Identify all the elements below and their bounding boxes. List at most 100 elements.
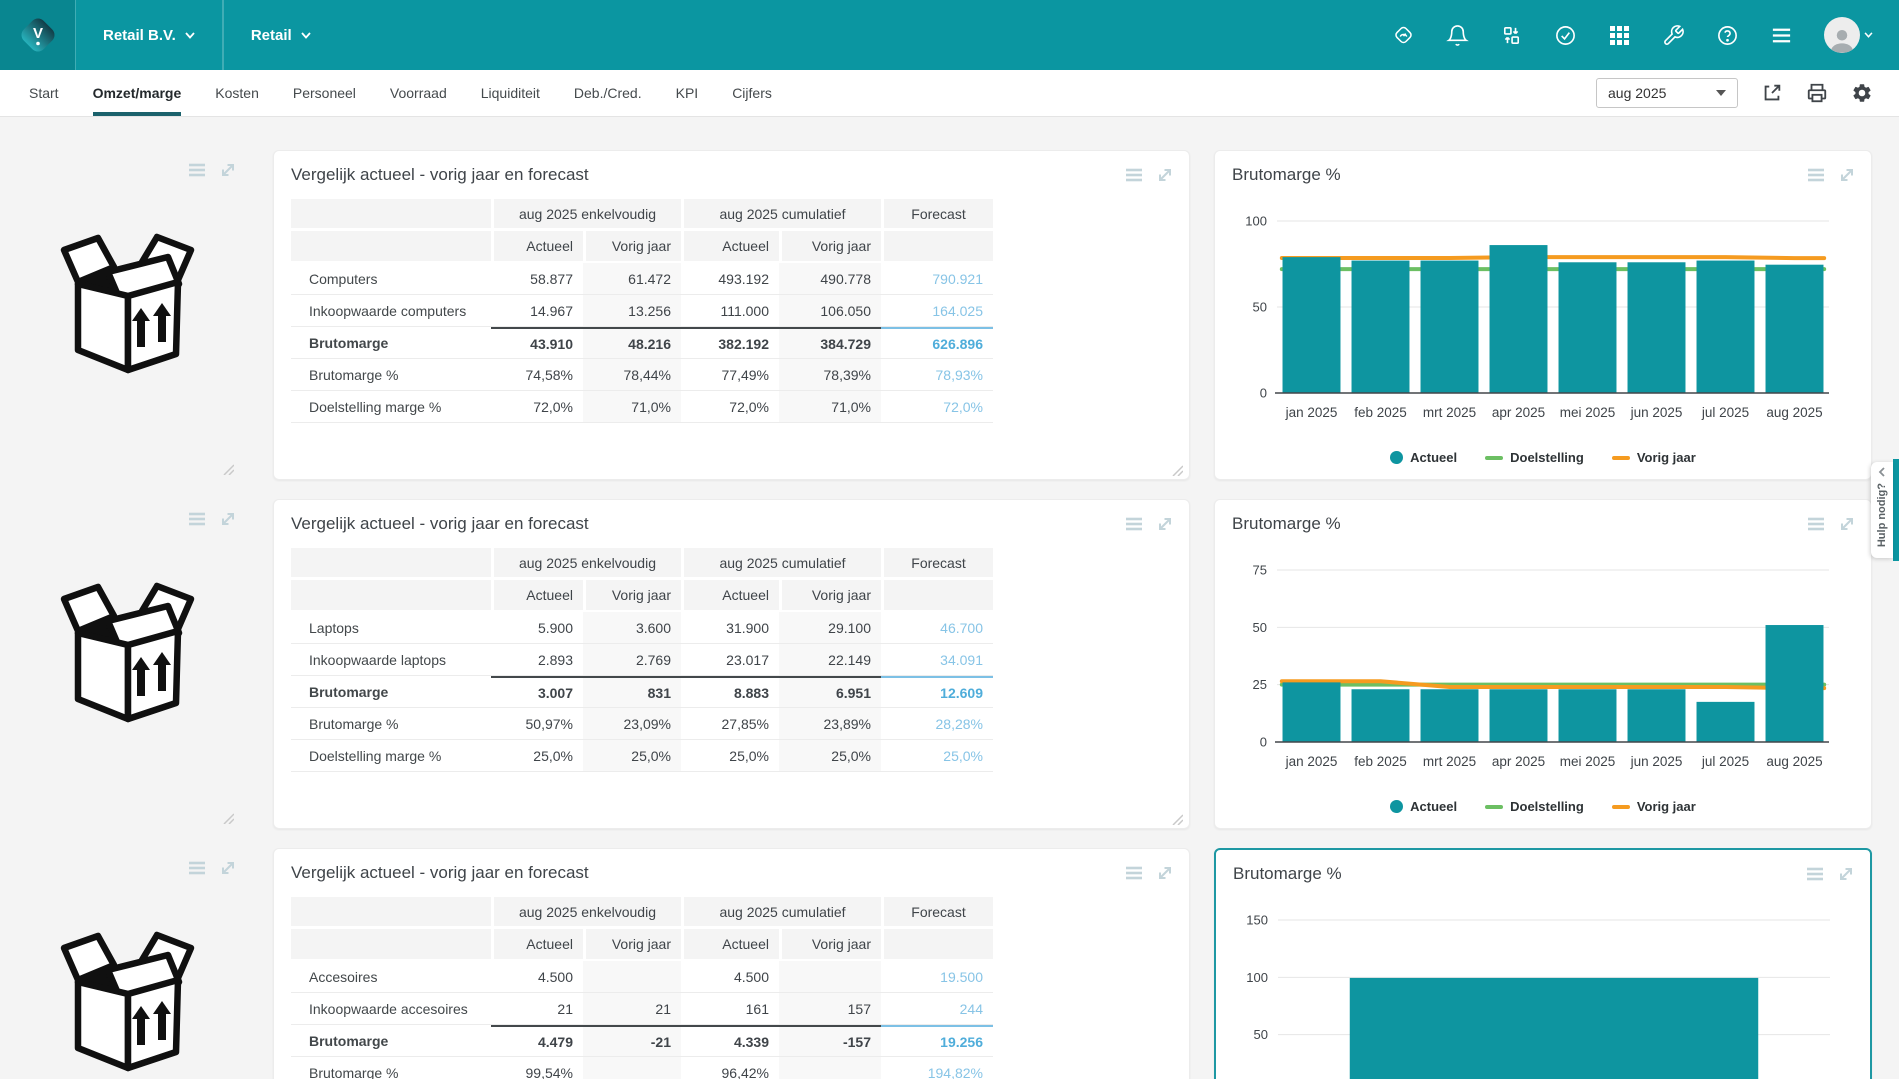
table-row-brutomarge: Brutomarge3.0078318.8836.95112.609 bbox=[291, 676, 993, 708]
resize-handle[interactable] bbox=[1172, 463, 1183, 474]
widget-expand-icon[interactable] bbox=[1836, 864, 1856, 884]
card-title: Brutomarge % bbox=[1233, 864, 1342, 884]
widget-expand-icon[interactable] bbox=[218, 858, 238, 878]
apps-grid-icon[interactable] bbox=[1608, 24, 1631, 47]
resize-handle[interactable] bbox=[223, 811, 234, 822]
widget-menu-icon[interactable] bbox=[1806, 165, 1826, 185]
sub-col: Vorig jaar bbox=[779, 231, 881, 263]
x-tick-label: jan 2025 bbox=[1285, 754, 1338, 769]
legend-item-actueel[interactable]: Actueel bbox=[1390, 450, 1457, 465]
x-tick-label: jun 2025 bbox=[1630, 405, 1683, 420]
cell-value: 25,0% bbox=[583, 740, 681, 772]
tab-personeel[interactable]: Personeel bbox=[293, 70, 356, 116]
tab-kpi[interactable]: KPI bbox=[676, 70, 699, 116]
widget-menu-icon[interactable] bbox=[187, 160, 207, 180]
period-dropdown[interactable]: aug 2025 bbox=[1596, 78, 1738, 108]
legend-item-doelstelling[interactable]: Doelstelling bbox=[1485, 450, 1584, 465]
widget-menu-icon[interactable] bbox=[1124, 165, 1144, 185]
gauge-badge-icon[interactable] bbox=[1392, 24, 1415, 47]
cell-forecast: 19.256 bbox=[881, 1025, 993, 1057]
bar-actueel bbox=[1490, 245, 1548, 393]
legend-label: Actueel bbox=[1410, 799, 1457, 814]
cell-forecast: 28,28% bbox=[881, 708, 993, 740]
bell-icon[interactable] bbox=[1446, 24, 1469, 47]
table-row-brutomarge: Brutomarge43.91048.216382.192384.729626.… bbox=[291, 327, 993, 359]
tab-omzet-marge[interactable]: Omzet/marge bbox=[93, 70, 182, 116]
table-group-header: aug 2025 enkelvoudigaug 2025 cumulatiefF… bbox=[291, 548, 993, 580]
widget-menu-icon[interactable] bbox=[1805, 864, 1825, 884]
help-circle-icon[interactable] bbox=[1716, 24, 1739, 47]
wrench-icon[interactable] bbox=[1662, 24, 1685, 47]
widget-expand-icon[interactable] bbox=[1837, 514, 1857, 534]
widget-menu-icon[interactable] bbox=[1124, 514, 1144, 534]
x-tick-label: apr 2025 bbox=[1492, 754, 1545, 769]
widget-expand-icon[interactable] bbox=[218, 509, 238, 529]
widget-menu-icon[interactable] bbox=[1124, 863, 1144, 883]
print-button[interactable] bbox=[1806, 82, 1828, 104]
legend-item-doelstelling[interactable]: Doelstelling bbox=[1485, 799, 1584, 814]
legend-label: Vorig jaar bbox=[1637, 450, 1696, 465]
tab-deb-cred[interactable]: Deb./Cred. bbox=[574, 70, 642, 116]
col-group: aug 2025 enkelvoudig bbox=[491, 897, 681, 929]
widget-menu-icon[interactable] bbox=[1806, 514, 1826, 534]
resize-handle[interactable] bbox=[223, 462, 234, 473]
tab-liquiditeit[interactable]: Liquiditeit bbox=[481, 70, 540, 116]
cell-value: 96,42% bbox=[681, 1057, 779, 1079]
table-sub-header: ActueelVorig jaarActueelVorig jaar bbox=[291, 231, 993, 263]
tab-kosten[interactable]: Kosten bbox=[215, 70, 259, 116]
widget-menu-icon[interactable] bbox=[187, 858, 207, 878]
sub-col: Actueel bbox=[491, 231, 583, 263]
row-label: Brutomarge % bbox=[291, 1057, 491, 1079]
tab-start[interactable]: Start bbox=[29, 70, 59, 116]
widget-expand-icon[interactable] bbox=[1155, 863, 1175, 883]
widget-expand-icon[interactable] bbox=[1155, 514, 1175, 534]
col-group-forecast: Forecast bbox=[881, 897, 993, 929]
sync-administrations-icon[interactable] bbox=[1500, 24, 1523, 47]
brutomarge-chart: 0255075jan 2025feb 2025mrt 2025apr 2025m… bbox=[1229, 542, 1849, 794]
sub-col: Actueel bbox=[681, 929, 779, 961]
cell-value bbox=[779, 961, 881, 993]
col-group-forecast: Forecast bbox=[881, 199, 993, 231]
resize-handle[interactable] bbox=[1172, 812, 1183, 823]
bar-actueel bbox=[1697, 261, 1755, 393]
cell-value: 8.883 bbox=[681, 676, 779, 708]
table-sub-header: ActueelVorig jaarActueelVorig jaar bbox=[291, 929, 993, 961]
widget-expand-icon[interactable] bbox=[1155, 165, 1175, 185]
menu-icon[interactable] bbox=[1770, 24, 1793, 47]
illustration-widget bbox=[28, 499, 240, 827]
cell-forecast: 194,82% bbox=[881, 1057, 993, 1079]
table-row-brutomarge: Brutomarge4.479-214.339-15719.256 bbox=[291, 1025, 993, 1057]
help-panel-tab[interactable]: Hulp nodig? bbox=[1871, 462, 1893, 558]
share-button[interactable] bbox=[1761, 82, 1783, 104]
comparison-table: aug 2025 enkelvoudigaug 2025 cumulatiefF… bbox=[291, 548, 993, 772]
row-label: Brutomarge bbox=[291, 676, 491, 708]
row-label: Accesoires bbox=[291, 961, 491, 993]
company-selector[interactable]: Retail B.V. bbox=[75, 0, 223, 70]
sub-col: Vorig jaar bbox=[779, 929, 881, 961]
legend-item-vorig-jaar[interactable]: Vorig jaar bbox=[1612, 450, 1696, 465]
comparison-table: aug 2025 enkelvoudigaug 2025 cumulatiefF… bbox=[291, 199, 993, 423]
widget-menu-icon[interactable] bbox=[187, 509, 207, 529]
user-avatar[interactable] bbox=[1824, 17, 1873, 53]
table-row-brutomarge: Brutomarge %74,58%78,44%77,49%78,39%78,9… bbox=[291, 359, 993, 391]
legend-item-actueel[interactable]: Actueel bbox=[1390, 799, 1457, 814]
legend-item-vorig-jaar[interactable]: Vorig jaar bbox=[1612, 799, 1696, 814]
cell-value: 21 bbox=[583, 993, 681, 1025]
widget-expand-icon[interactable] bbox=[1837, 165, 1857, 185]
settings-gear-button[interactable] bbox=[1851, 82, 1873, 104]
illustration-widget bbox=[28, 848, 240, 1079]
app-header: V Retail B.V. Retail bbox=[0, 0, 1899, 70]
comparison-table-card: Vergelijk actueel - vorig jaar en foreca… bbox=[273, 848, 1190, 1079]
cell-forecast: 164.025 bbox=[881, 295, 993, 327]
chart-legend: Actueel Doelstelling Vorig jaar bbox=[1215, 799, 1871, 814]
workspace-selector[interactable]: Retail bbox=[223, 0, 338, 70]
tab-cijfers[interactable]: Cijfers bbox=[732, 70, 772, 116]
table-row-accesoires: Accesoires4.5004.50019.500 bbox=[291, 961, 993, 993]
chart-area: 050100150 bbox=[1230, 892, 1870, 1079]
cell-value: 61.472 bbox=[583, 263, 681, 295]
tab-voorraad[interactable]: Voorraad bbox=[390, 70, 447, 116]
app-logo[interactable]: V bbox=[0, 0, 75, 70]
check-circle-icon[interactable] bbox=[1554, 24, 1577, 47]
widget-expand-icon[interactable] bbox=[218, 160, 238, 180]
brand-logo-icon: V bbox=[15, 12, 61, 58]
